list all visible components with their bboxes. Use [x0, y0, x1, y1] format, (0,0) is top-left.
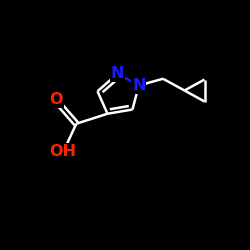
Text: OH: OH: [50, 144, 77, 159]
Text: N: N: [132, 78, 145, 93]
Text: O: O: [50, 92, 63, 108]
Text: N: N: [111, 66, 124, 81]
